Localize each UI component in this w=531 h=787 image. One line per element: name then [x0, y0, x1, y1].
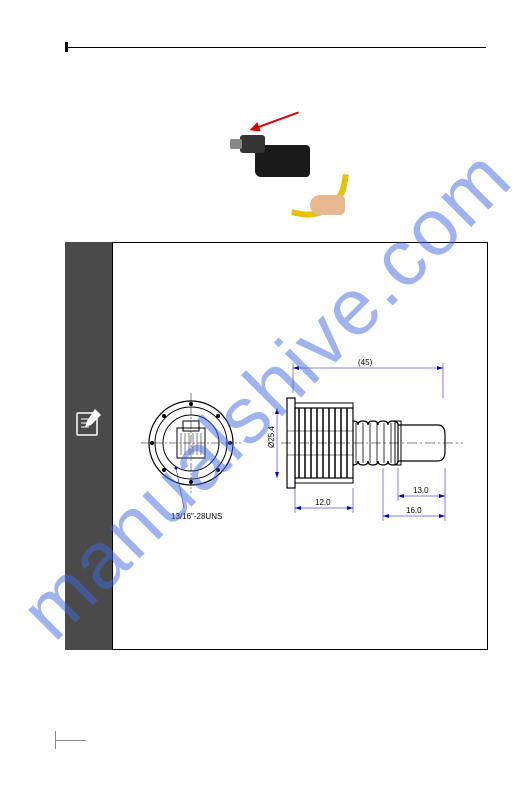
direction-arrow	[251, 112, 299, 131]
note-sidebar	[65, 242, 112, 650]
technical-drawing: 13/16"-28UNS (45)	[112, 242, 488, 650]
footer-rule	[56, 740, 86, 741]
dim-diameter: Ø25.4	[267, 426, 276, 448]
dim-body: 12.0	[315, 498, 331, 507]
dim-overall: (45)	[358, 358, 373, 367]
dim-gland: 13.0	[413, 486, 429, 495]
dim-cap: 16.0	[406, 506, 422, 515]
header-rule	[68, 47, 486, 48]
thread-label: 13/16"-28UNS	[171, 512, 222, 521]
side-view-drawing: (45) Ø25.4	[263, 353, 478, 533]
connector-plug	[240, 135, 265, 153]
connector-photo	[235, 125, 355, 225]
note-icon	[73, 407, 105, 437]
front-view-drawing: 13/16"-28UNS	[141, 393, 241, 533]
connector-tip	[230, 139, 242, 149]
hand	[310, 195, 345, 215]
